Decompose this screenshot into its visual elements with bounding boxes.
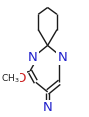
- Text: N: N: [57, 51, 67, 64]
- Text: O: O: [15, 72, 26, 85]
- Text: N: N: [28, 51, 38, 64]
- Text: N: N: [43, 101, 53, 114]
- Text: CH$_3$: CH$_3$: [1, 72, 20, 85]
